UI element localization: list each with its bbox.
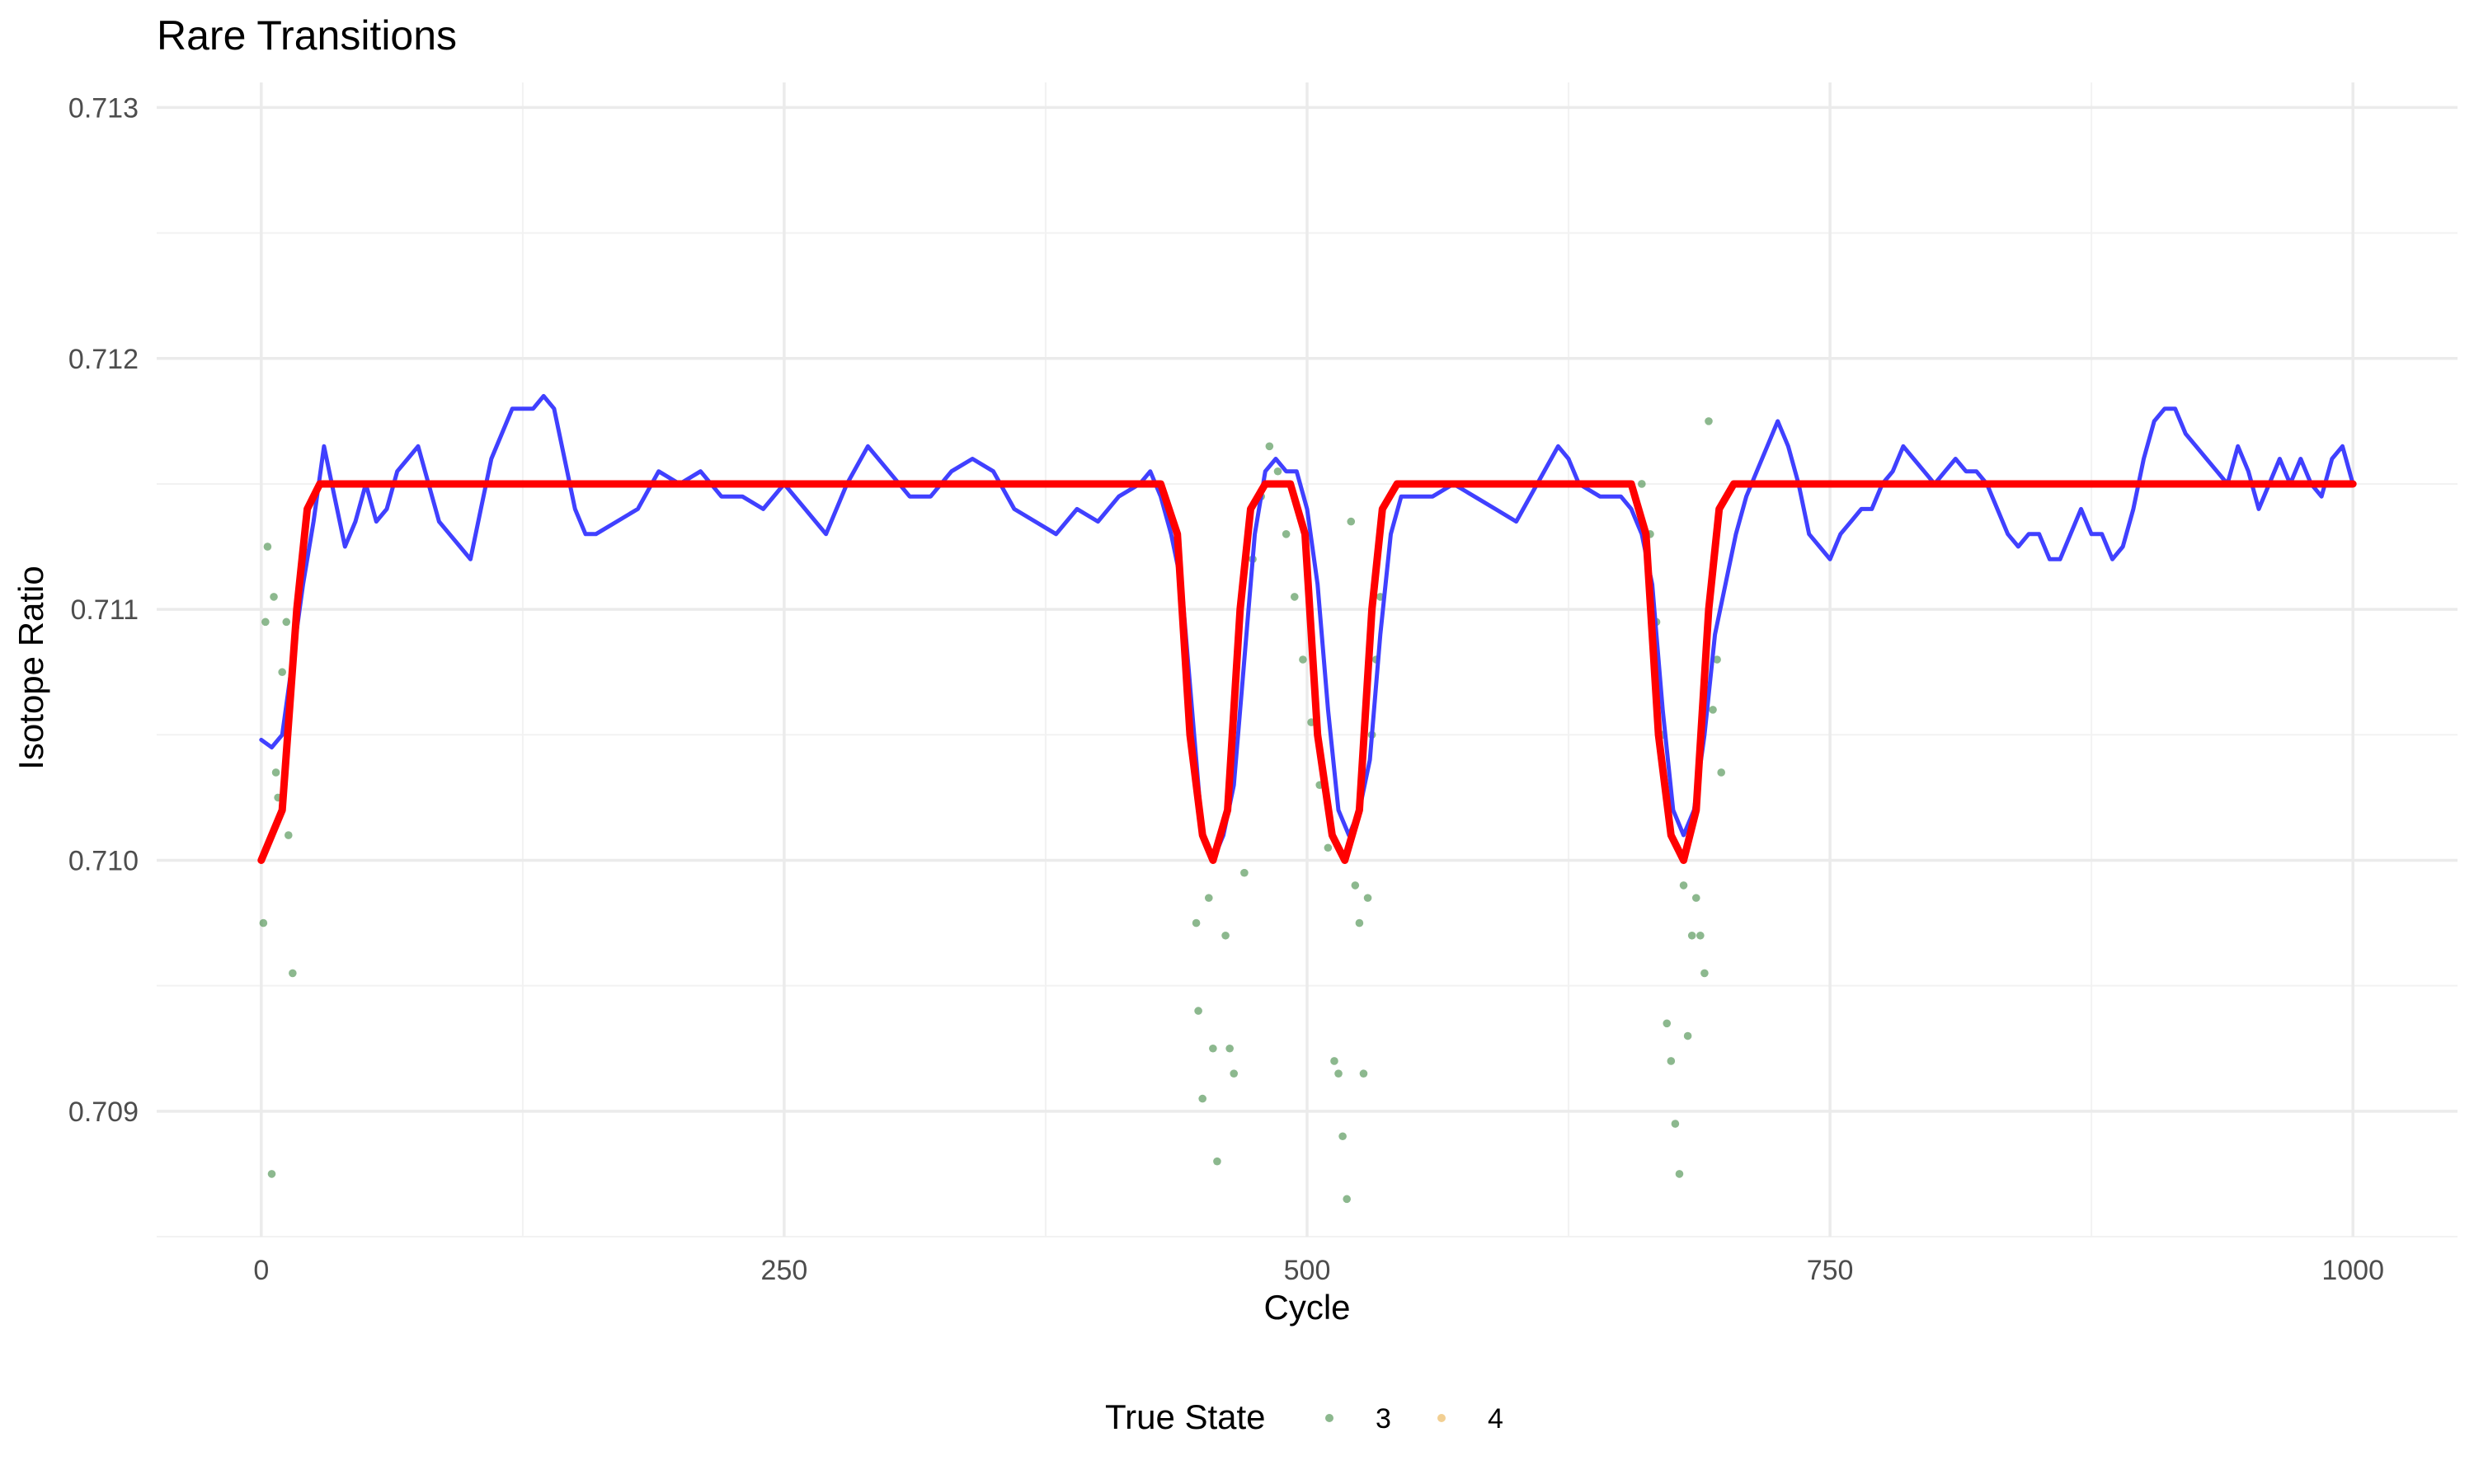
y-axis-title: Isotope Ratio [12,566,50,770]
data-point-state-3 [1687,931,1696,940]
data-point-state-3 [1351,881,1360,890]
data-point-state-3 [1696,931,1705,940]
data-point-state-3 [278,668,286,677]
data-point-state-3 [1230,1069,1239,1078]
data-point-state-3 [1221,931,1230,940]
data-point-state-3 [1359,1069,1368,1078]
data-point-state-3 [1363,894,1372,902]
smoothed-line [259,393,2355,862]
x-tick-label: 250 [761,1255,808,1286]
y-tick-label: 0.710 [68,845,139,876]
data-point-state-3 [1299,655,1307,664]
data-point-state-3 [1282,530,1291,538]
data-point-state-3 [1204,894,1213,902]
data-point-state-3 [1330,1057,1338,1065]
x-axis-title: Cycle [1263,1288,1350,1327]
data-point-state-3 [1638,480,1646,488]
data-point-state-3 [1194,1007,1202,1015]
smoothed-line-path [259,393,2355,862]
tick-labels: 0 250 500 750 1000 0.709 0.710 0.711 0.712 0.713 [68,92,2384,1286]
data-point-state-3 [1338,1132,1347,1141]
data-point-state-3 [1209,1044,1217,1053]
data-point-state-3 [1273,467,1282,476]
data-point-state-3 [259,918,268,928]
data-point-state-3 [1347,517,1356,526]
legend-label-3: 3 [1376,1403,1391,1435]
data-point-state-3 [1265,442,1274,451]
y-tick-label: 0.709 [68,1097,139,1128]
y-tick-label: 0.711 [70,594,139,626]
legend-swatch-4 [1437,1414,1446,1422]
data-point-state-3 [1683,1031,1692,1040]
fitted-line [257,480,2357,864]
legend-title: True State [1105,1397,1266,1436]
data-point-state-3 [1667,1057,1676,1065]
scatter-points [259,417,1725,1204]
data-point-state-3 [1343,1195,1351,1204]
data-point-state-3 [1679,881,1688,890]
data-point-state-3 [263,542,272,551]
data-point-state-3 [1675,1170,1684,1178]
data-point-state-3 [289,969,297,978]
data-point-state-3 [1705,417,1713,425]
x-tick-label: 500 [1284,1255,1331,1286]
data-point-state-3 [284,831,293,839]
y-tick-label: 0.713 [68,92,139,124]
chart-title: Rare Transitions [157,12,457,59]
data-point-state-3 [1324,843,1333,852]
data-point-state-3 [261,618,270,627]
x-tick-label: 1000 [2321,1255,2384,1286]
data-point-state-3 [1225,1044,1234,1053]
data-point-state-3 [1355,918,1364,928]
data-point-state-3 [1700,969,1709,978]
data-point-state-3 [1671,1120,1680,1128]
data-point-state-3 [1713,655,1721,664]
data-point-state-3 [270,593,278,601]
fitted-line-path [257,480,2357,864]
data-point-state-3 [1663,1019,1672,1028]
data-point-state-3 [1240,868,1249,877]
data-point-state-3 [267,1170,276,1178]
data-point-state-3 [271,768,280,777]
legend: True State 3 4 [1105,1397,1503,1436]
data-point-state-3 [1192,918,1201,928]
legend-label-4: 4 [1488,1403,1503,1435]
data-point-state-3 [1213,1157,1221,1166]
legend-swatch-3 [1325,1414,1333,1422]
y-tick-label: 0.712 [68,344,139,375]
data-point-state-3 [1709,706,1717,714]
x-tick-label: 0 [253,1255,269,1286]
data-point-state-3 [1717,768,1725,777]
data-point-state-3 [1691,894,1700,902]
data-point-state-3 [282,618,291,627]
data-point-state-3 [1334,1069,1343,1078]
data-point-state-3 [1198,1094,1206,1103]
data-point-state-3 [1290,593,1299,601]
grid [157,82,2458,1237]
x-tick-label: 750 [1807,1255,1854,1286]
